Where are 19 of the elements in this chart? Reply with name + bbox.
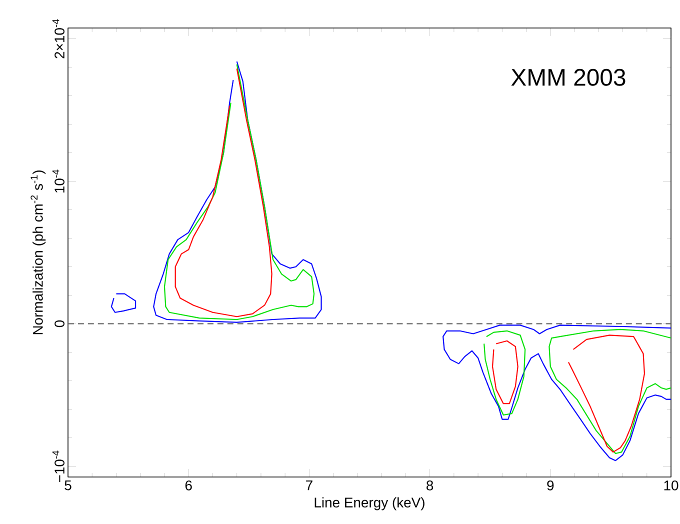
y-axis-title: Normalization (ph cm$^{-2}$ s$^{-1}$)	[30, 170, 46, 334]
x-tick-label: 5	[64, 480, 72, 490]
line-series	[568, 334, 646, 453]
x-tick-label: 9	[547, 480, 554, 490]
x-tick-label: 8	[426, 480, 434, 490]
x-tick-label: 6	[185, 480, 192, 490]
x-tick-label: 7	[306, 480, 312, 490]
line-series	[110, 293, 136, 313]
x-axis-title: Line Energy (keV)	[314, 497, 424, 510]
y-tick-label: −10$^{-4}$	[52, 450, 64, 482]
line-series	[484, 330, 526, 416]
line-series	[492, 340, 518, 404]
line-series	[442, 324, 672, 462]
annotation: XMM 2003	[511, 68, 626, 86]
y-tick-label: 10$^{-4}$	[52, 170, 64, 193]
y-tick-label: 0	[54, 320, 64, 328]
y-tick-label: 2×10$^{-4}$	[52, 19, 64, 58]
x-tick-label: 10	[664, 480, 678, 490]
line-series	[174, 68, 272, 318]
